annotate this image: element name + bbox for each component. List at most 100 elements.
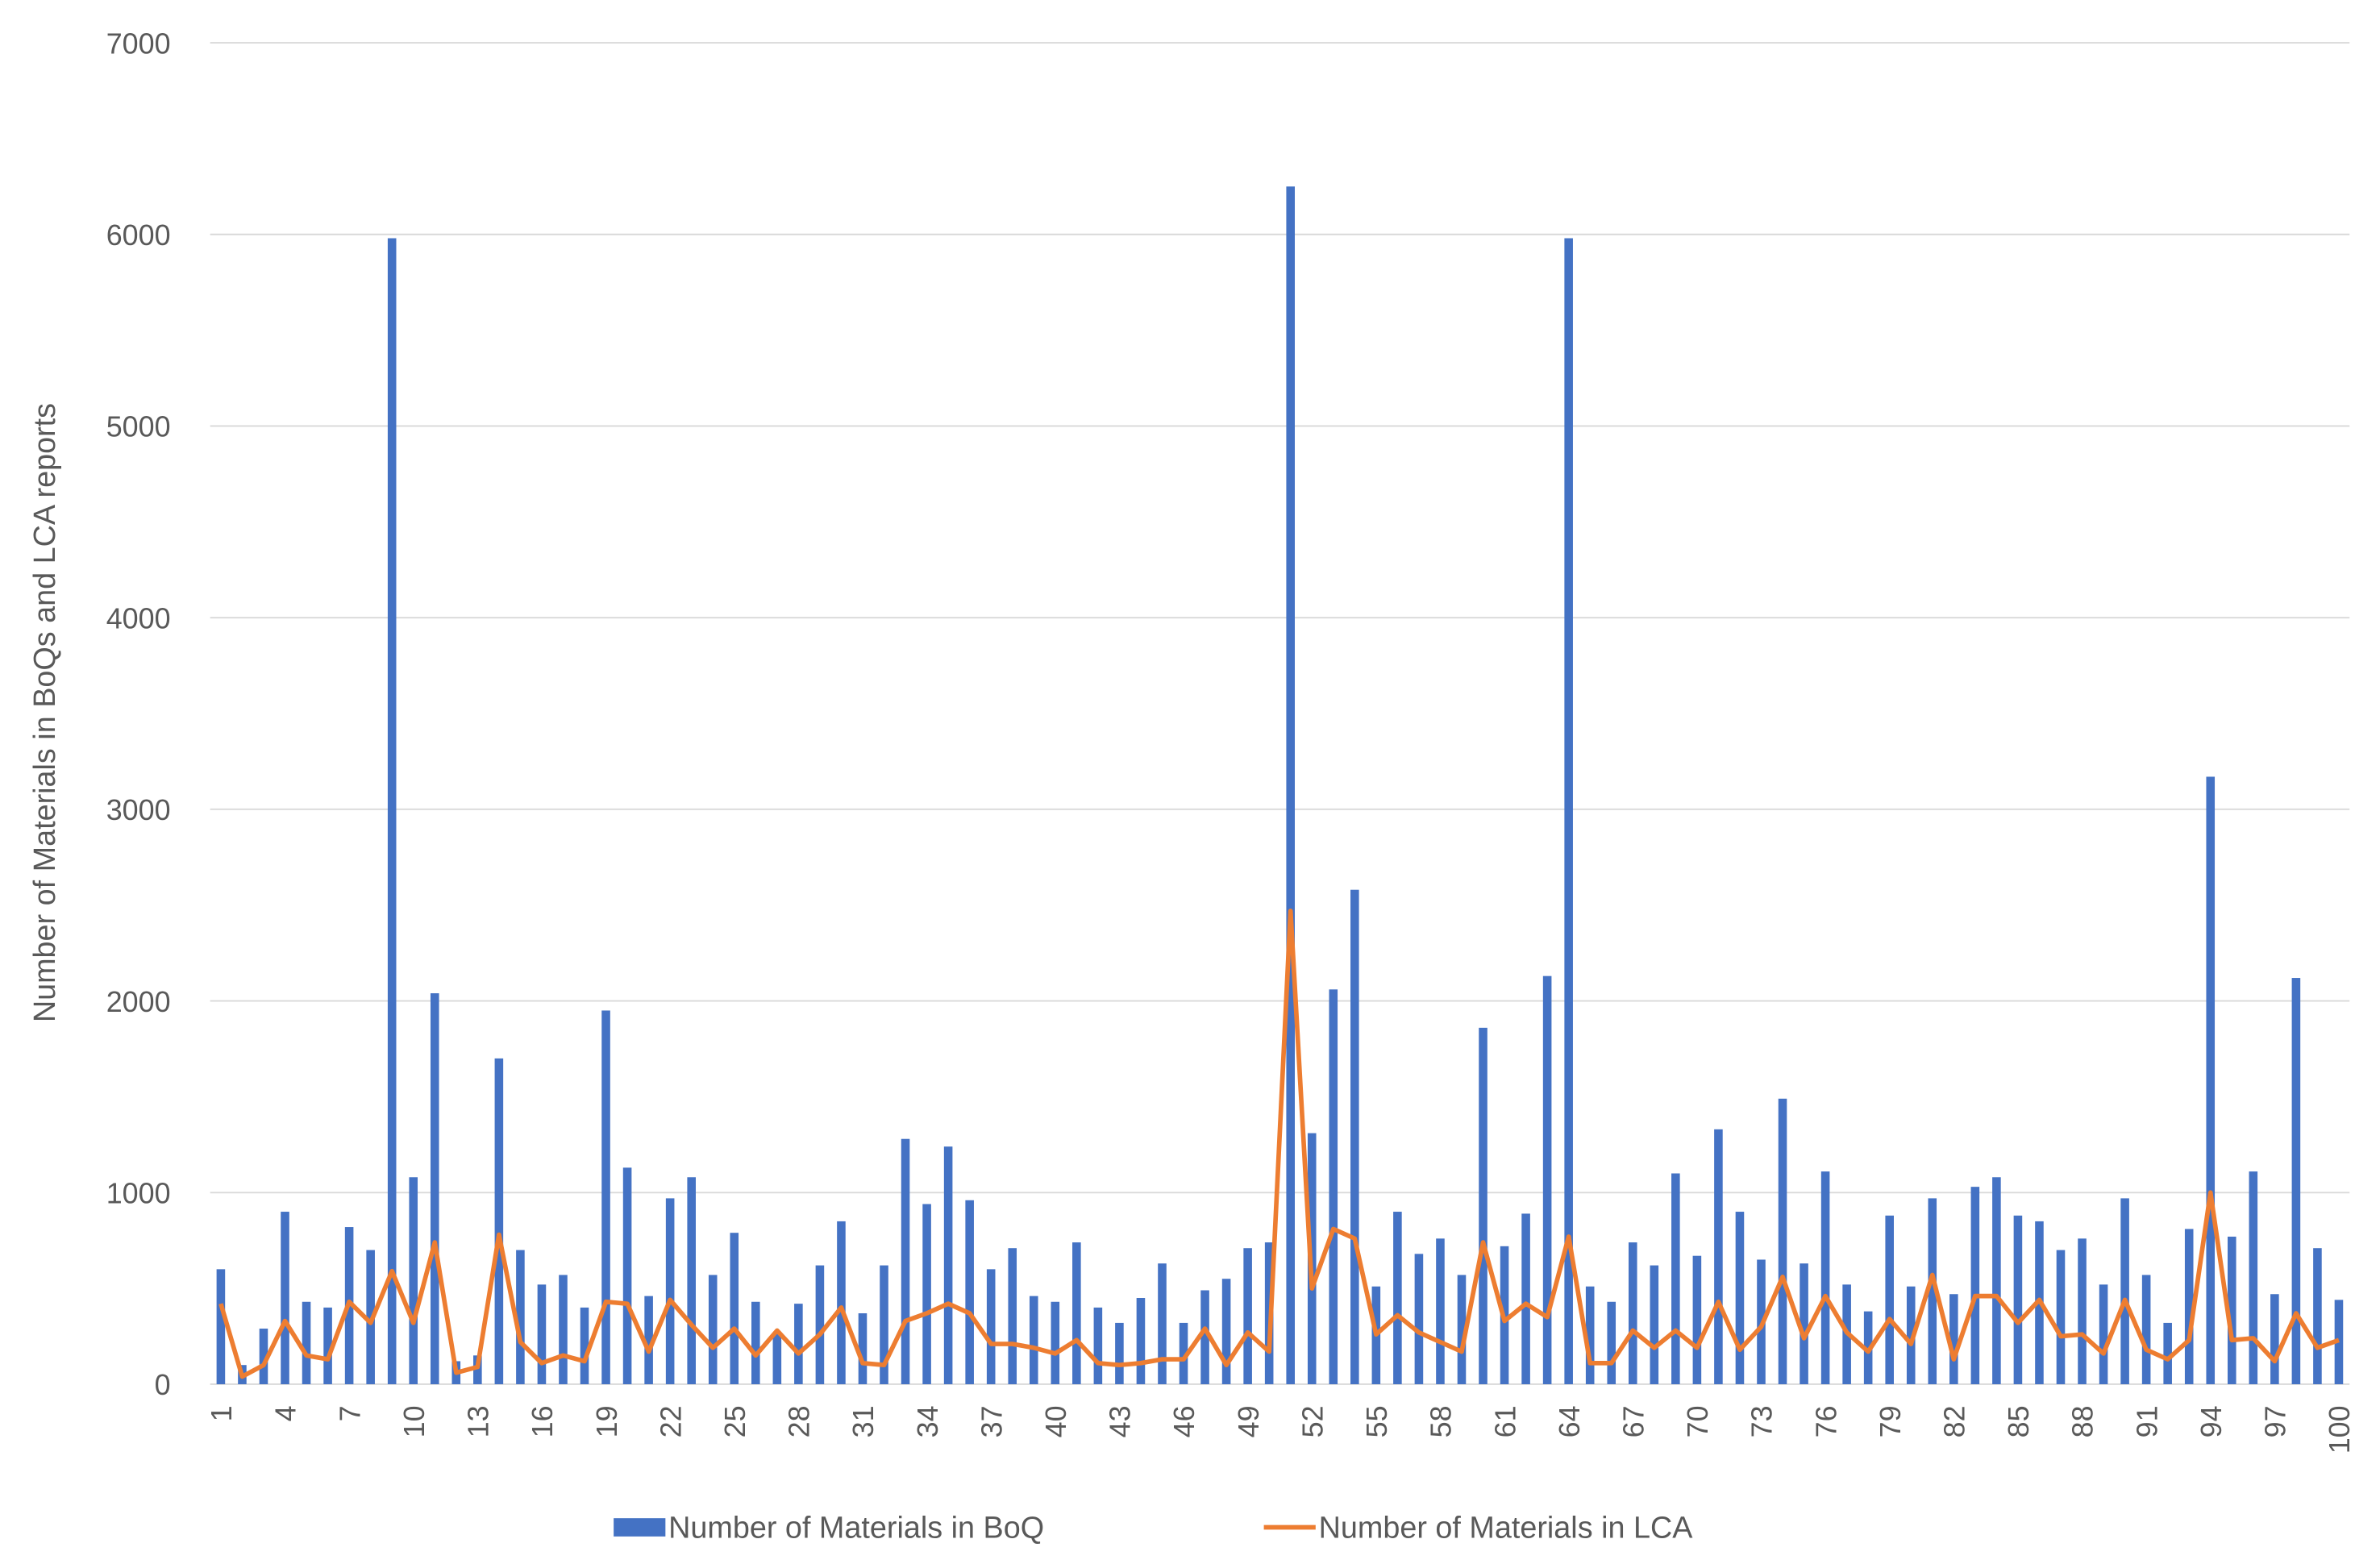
bar <box>559 1275 568 1384</box>
y-tick-label: 6000 <box>106 219 171 252</box>
bar <box>880 1265 888 1384</box>
bar <box>1243 1248 1252 1384</box>
bar <box>1072 1242 1081 1384</box>
y-tick-label: 2000 <box>106 986 171 1018</box>
bar <box>644 1296 653 1384</box>
x-tick-label: 34 <box>912 1405 944 1437</box>
bar <box>473 1355 482 1384</box>
x-tick-label: 82 <box>1939 1405 1971 1437</box>
x-tick-label: 79 <box>1874 1405 1907 1437</box>
x-tick-label: 49 <box>1233 1405 1265 1437</box>
bar <box>1650 1265 1659 1384</box>
x-tick-label: 67 <box>1617 1405 1650 1437</box>
bar <box>1457 1275 1467 1384</box>
bar <box>1778 1098 1787 1384</box>
y-tick-label: 4000 <box>106 602 171 634</box>
bar <box>387 238 397 1384</box>
x-tick-label: 64 <box>1554 1405 1586 1437</box>
x-tick-label: 94 <box>2195 1405 2228 1437</box>
x-tick-label: 97 <box>2260 1405 2292 1437</box>
bar <box>1735 1212 1745 1384</box>
bar <box>1885 1215 1894 1384</box>
bar <box>794 1304 803 1384</box>
bar <box>580 1307 589 1384</box>
bar <box>302 1301 311 1384</box>
x-tick-label: 91 <box>2131 1405 2163 1437</box>
bar <box>409 1177 418 1384</box>
bar <box>1542 975 1552 1384</box>
bar <box>1179 1322 1188 1384</box>
bar <box>708 1275 718 1384</box>
x-tick-label: 85 <box>2003 1405 2035 1437</box>
bar <box>2013 1215 2023 1384</box>
x-tick-label: 43 <box>1105 1405 1137 1437</box>
bar <box>1286 186 1295 1384</box>
bar <box>323 1307 332 1384</box>
bar <box>772 1332 782 1384</box>
y-tick-label: 0 <box>155 1369 171 1401</box>
legend-label: Number of Materials in BoQ <box>668 1512 1044 1545</box>
legend-swatch <box>614 1518 666 1537</box>
bar <box>2313 1248 2322 1384</box>
bar <box>815 1265 825 1384</box>
bar <box>1414 1254 1424 1384</box>
y-tick-label: 7000 <box>106 27 171 60</box>
bar <box>1585 1286 1595 1384</box>
bar <box>922 1204 931 1384</box>
y-tick-label: 5000 <box>106 411 171 443</box>
bar <box>1051 1301 1060 1384</box>
legend-label: Number of Materials in LCA <box>1319 1512 1694 1545</box>
line <box>218 909 2340 1379</box>
bar <box>1158 1263 1167 1384</box>
bar <box>2056 1250 2066 1384</box>
x-tick-label: 52 <box>1296 1405 1329 1437</box>
bar <box>2078 1238 2087 1384</box>
bar <box>1008 1248 1017 1384</box>
bar <box>1949 1294 1958 1384</box>
bar <box>2227 1236 2236 1384</box>
bar <box>281 1212 289 1384</box>
bar <box>1093 1307 1103 1384</box>
bar <box>2291 978 2301 1384</box>
bar <box>1928 1198 1937 1384</box>
bar <box>1136 1298 1146 1384</box>
bar <box>537 1284 547 1384</box>
bar <box>1350 889 1359 1384</box>
bar <box>1115 1322 1124 1384</box>
bar <box>965 1200 974 1384</box>
bar <box>858 1313 868 1384</box>
bar <box>665 1198 675 1384</box>
x-tick-label: 55 <box>1361 1405 1393 1437</box>
x-tick-label: 76 <box>1810 1405 1842 1437</box>
bar <box>1992 1177 2001 1384</box>
bar <box>2206 776 2216 1384</box>
bar <box>494 1058 504 1384</box>
bar <box>2270 1294 2279 1384</box>
bar <box>751 1301 760 1384</box>
bar <box>1820 1171 1830 1384</box>
x-tick-label: 46 <box>1168 1405 1200 1437</box>
bar <box>1029 1296 1038 1384</box>
x-tick-label: 13 <box>463 1405 495 1437</box>
x-tick-label: 7 <box>334 1405 366 1421</box>
bar <box>2184 1229 2194 1384</box>
bar <box>259 1329 268 1384</box>
bar <box>1329 989 1338 1384</box>
x-tick-label: 70 <box>1682 1405 1714 1437</box>
bar <box>1906 1286 1916 1384</box>
x-tick-label: 100 <box>2324 1405 2356 1454</box>
x-tick-label: 25 <box>719 1405 751 1437</box>
bar <box>1479 1027 1488 1384</box>
bar <box>1200 1290 1209 1384</box>
x-tick-label: 58 <box>1425 1405 1458 1437</box>
bar <box>730 1233 739 1384</box>
x-tick-label: 73 <box>1746 1405 1779 1437</box>
x-tick-label: 16 <box>526 1405 559 1437</box>
bar <box>1970 1187 1980 1384</box>
x-tick-label: 28 <box>784 1405 816 1437</box>
y-axis-title: Number of Materials in BoQs and LCA repo… <box>28 403 62 1022</box>
bar <box>1692 1255 1702 1384</box>
x-tick-label: 88 <box>2067 1405 2099 1437</box>
